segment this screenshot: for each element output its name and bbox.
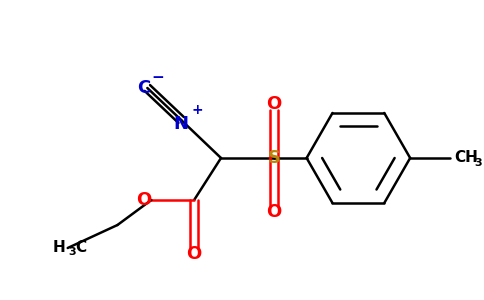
Text: N: N <box>174 115 189 133</box>
Text: O: O <box>136 191 151 209</box>
Text: O: O <box>186 245 202 263</box>
Text: C: C <box>75 241 86 256</box>
Text: C: C <box>136 79 150 97</box>
Text: S: S <box>267 149 280 167</box>
Text: H: H <box>53 241 66 256</box>
Text: +: + <box>191 103 203 117</box>
Text: O: O <box>266 203 281 221</box>
Text: −: − <box>151 70 164 86</box>
Text: CH: CH <box>454 151 478 166</box>
Text: 3: 3 <box>68 247 76 257</box>
Text: O: O <box>266 95 281 113</box>
Text: 3: 3 <box>474 158 482 168</box>
